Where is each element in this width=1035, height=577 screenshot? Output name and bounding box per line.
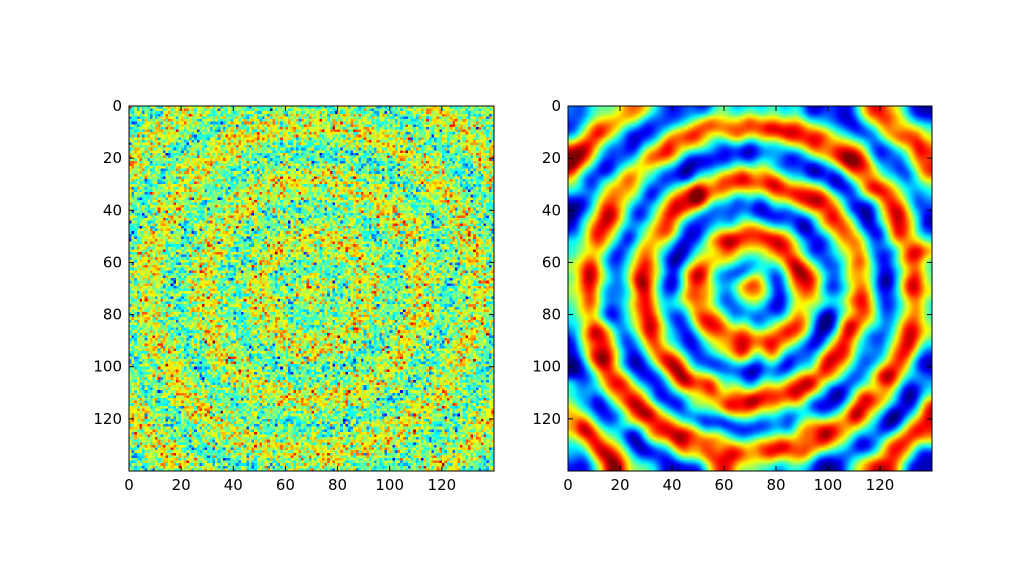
y-tick-label: 80 [103, 306, 122, 324]
x-tick-label: 100 [814, 476, 843, 494]
y-tick-label: 100 [532, 358, 561, 376]
x-tick-label: 100 [375, 476, 404, 494]
y-tick-label: 0 [112, 97, 122, 115]
x-tick-label: 0 [124, 476, 134, 494]
x-tick-label: 60 [714, 476, 733, 494]
x-tick-label: 40 [662, 476, 681, 494]
x-tick-label: 60 [276, 476, 295, 494]
axes-frame-2 [567, 105, 933, 472]
heatmap-panel-2: 0 20 40 60 80 100 120 0 20 40 60 80 100 120 [532, 97, 933, 494]
y-tick-label: 0 [551, 97, 561, 115]
x-tick-label: 20 [610, 476, 629, 494]
y-tick-label: 120 [532, 410, 561, 428]
y-tick-label: 20 [542, 149, 561, 167]
y-tick-label: 80 [542, 306, 561, 324]
heatmap-panel-1: 0 20 40 60 80 100 120 0 20 40 60 80 100 120 [93, 97, 495, 494]
x-tick-label: 120 [428, 476, 457, 494]
x-tick-label: 80 [328, 476, 347, 494]
y-tick-label: 120 [93, 410, 122, 428]
heatmap-image-1 [129, 106, 494, 471]
y-tick-label: 100 [93, 358, 122, 376]
x-tick-label: 120 [866, 476, 895, 494]
x-tick-label: 40 [224, 476, 243, 494]
x-tick-label: 80 [766, 476, 785, 494]
x-tick-label: 20 [172, 476, 191, 494]
y-tick-label: 40 [103, 201, 122, 219]
y-tick-label: 60 [103, 253, 122, 271]
y-tick-label: 20 [103, 149, 122, 167]
y-tick-label: 60 [542, 253, 561, 271]
y-tick-label: 40 [542, 201, 561, 219]
x-tick-label: 0 [563, 476, 573, 494]
axes-frame-1 [128, 105, 495, 472]
heatmap-image-2 [568, 106, 932, 471]
